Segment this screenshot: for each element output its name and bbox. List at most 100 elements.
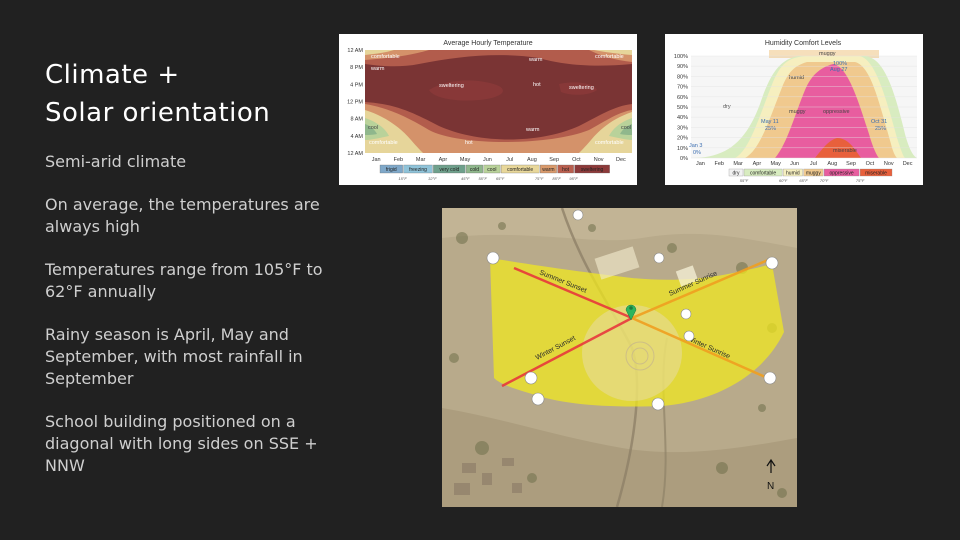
legend-label: hot [562,167,570,173]
x-tick-label: Feb [394,157,403,163]
zone-label: muggy [789,109,806,115]
x-tick-label: Jan [696,161,705,167]
warm-zone-bottom [365,104,632,153]
zone-label: hot [533,82,541,88]
x-tick-label: Jan [372,157,381,163]
y-tick-label: 100% [674,54,688,60]
zone-label: miserable [833,148,857,154]
legend-label: frigid [386,167,397,173]
x-tick-label: Feb [715,161,724,167]
annotation: Aug 27 [830,67,847,73]
legend-value: 85°F [552,176,561,181]
y-tick-label: 90% [677,64,688,70]
comfortable-zone-top-right [594,50,632,55]
legend-swatch [728,168,744,177]
cold-zone-right [620,124,632,135]
slide-title: Climate + Solar orientation [45,56,325,132]
winter-sunrise-line [631,316,773,382]
y-tick-label: 4 PM [350,82,363,88]
bullet-text: Semi-arid climate [45,152,187,171]
legend-value: 70°F [820,178,829,183]
legend-value: 65°F [496,176,505,181]
y-tick-label: 40% [677,115,688,121]
humidity-chart-image: Humidity Comfort Levels dry humid muggy … [665,34,923,185]
slide-title-line-2: Solar orientation [45,98,271,128]
annotation: May 11 [761,119,779,125]
sun-position-markers [486,209,779,411]
y-tick-label: 12 PM [347,100,363,106]
bullet-text: Temperatures range from 105°F to 62°F an… [45,260,323,301]
annotation: 25% [765,126,776,132]
slide-body: Semi-arid climate On average, the temper… [45,151,330,498]
legend-swatch [743,168,783,177]
legend-label: freezing [409,167,427,173]
x-tick-label: Dec [903,161,913,167]
x-tick-label: Sep [549,157,559,163]
legend-swatch [859,168,893,177]
legend-swatch [433,164,466,174]
legend-label: dry [733,171,740,177]
x-tick-label: May [460,157,471,163]
legend-swatch [823,168,860,177]
site-building [594,246,640,280]
x-tick-label: Jun [790,161,799,167]
legend-swatch [782,168,803,177]
comfortable-zone-bottom-right [579,112,632,153]
legend-swatch [403,164,433,174]
x-tick-label: Aug [527,157,537,163]
y-tick-label: 12 AM [347,151,363,157]
site-plan-circle [625,341,655,371]
zone-label: warm [528,57,543,63]
y-tick-label: 4 AM [350,134,363,140]
legend-value: 45°F [461,176,470,181]
zone-label: warm [525,127,540,133]
y-tick-label: 0% [680,156,688,162]
x-tick-label: Jun [483,157,492,163]
legend-swatch [557,164,574,174]
humidity-chart-title: Humidity Comfort Levels [765,40,842,47]
legend-swatch [540,164,557,174]
zone-label: comfortable [369,140,398,146]
x-tick-label: Oct [866,161,875,167]
legend-value: 15°F [398,176,407,181]
zone-label: warm [370,66,385,72]
zone-label: cool [368,125,378,131]
zone-label: comfortable [371,54,400,60]
x-tick-label: Dec [616,157,626,163]
legend-swatch [483,164,501,174]
zone-label: sweltering [569,85,594,91]
legend-swatch [500,164,540,174]
location-pin-icon [625,304,637,321]
legend-label: humid [786,171,800,177]
x-tick-label: Nov [594,157,604,163]
summer-sunrise-line [631,258,769,320]
x-tick-label: Apr [753,161,762,167]
x-tick-label: Apr [439,157,448,163]
x-tick-label: Aug [827,161,837,167]
winter-sunset-line [501,316,633,388]
village-buildings [454,458,522,495]
legend-label: comfortable [750,171,776,177]
annotation: Oct 31 [871,119,887,125]
legend-swatch [466,164,483,174]
comfortable-zone-top-left [365,50,394,55]
x-tick-label: Mar [733,161,743,167]
annotation: 25% [875,126,886,132]
slide-title-line-1: Climate + [45,60,180,90]
legend-value: 60°F [779,178,788,183]
bullet-text: School building positioned on a diagonal… [45,412,318,475]
sweltering-peak-1 [429,80,503,101]
solar-orientation-site-map: Summer Sunset Summer Sunrise Winter Suns… [442,208,797,507]
legend-swatch [803,168,824,177]
zone-label: sweltering [439,83,464,89]
y-tick-label: 12 AM [347,48,363,54]
zone-label: comfortable [595,140,624,146]
temperature-chart-title: Average Hourly Temperature [443,40,532,47]
x-tick-label: Mar [416,157,426,163]
bullet-text: On average, the temperatures are always … [45,195,320,236]
zone-label: humid [789,75,804,81]
terrain-patch [442,208,797,248]
legend-label: very cold [439,167,459,173]
y-tick-label: 10% [677,146,688,152]
x-tick-label: Sep [846,161,856,167]
